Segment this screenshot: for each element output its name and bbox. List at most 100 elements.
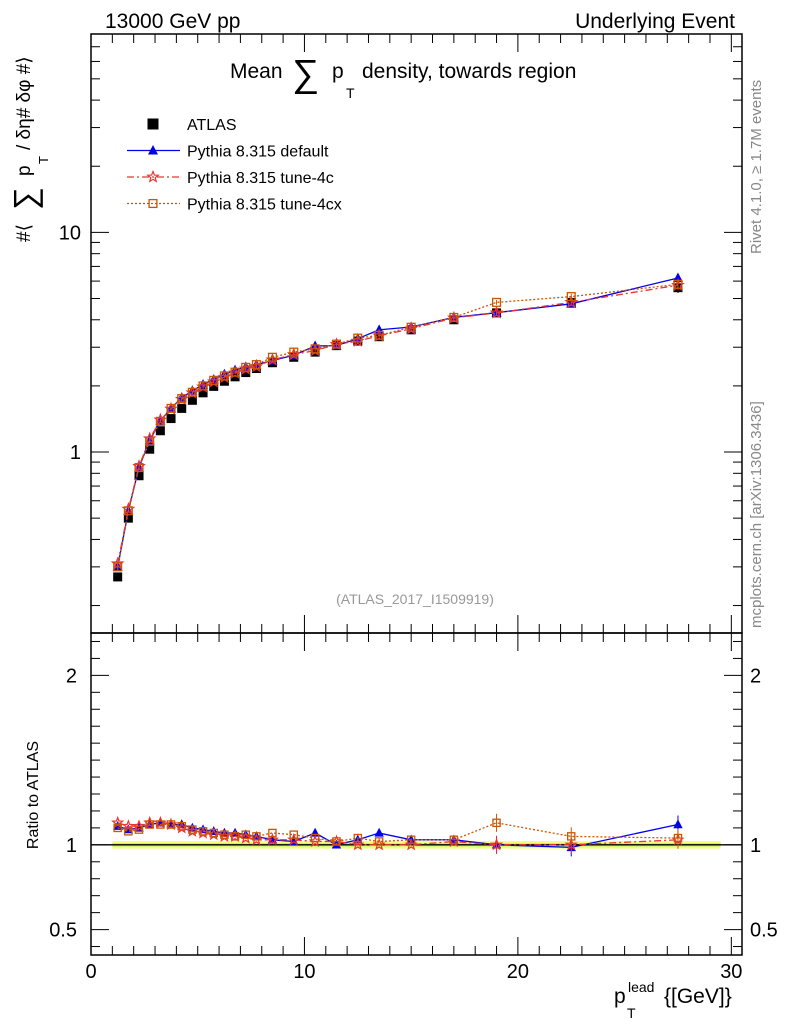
ratio-point <box>353 833 363 843</box>
ratio-point <box>252 832 261 841</box>
main-ytick-label: 1 <box>70 442 81 464</box>
main-point <box>166 403 176 413</box>
ratio-point <box>177 821 186 831</box>
ratio-point <box>230 832 240 841</box>
xlabel-p: p <box>614 985 626 1008</box>
ratio-plot-frame <box>90 632 743 956</box>
plot-title-post: density, towards region <box>362 60 576 83</box>
legend-label: ATLAS <box>187 117 237 134</box>
legend-marker <box>146 169 160 183</box>
ratio-series-open-square <box>113 813 683 848</box>
main-point <box>177 394 187 404</box>
plot-title-p: p <box>332 60 344 83</box>
ratio-ytick-label-left: 2 <box>66 665 77 687</box>
main-series-square <box>113 282 683 582</box>
ylabel-post: / δη# δφ #⟩ <box>14 56 35 150</box>
ratio-point <box>374 837 384 846</box>
legend-label: Pythia 8.315 tune-4c <box>187 170 334 187</box>
main-point <box>123 506 133 516</box>
ratio-point <box>332 837 341 846</box>
main-point <box>241 368 251 378</box>
main-point <box>113 562 123 572</box>
main-point <box>251 360 261 370</box>
main-series-triangle <box>112 272 683 571</box>
main-ylabel: #⟨ ∑ p T / δη# δφ #⟩ <box>7 56 51 242</box>
main-series-line <box>117 283 679 568</box>
main-series-group <box>110 272 685 582</box>
xlabel-sub: T <box>627 1005 636 1021</box>
ratio-ytick-label-left: 1 <box>66 835 77 857</box>
main-point <box>177 403 187 413</box>
main-point <box>209 381 219 391</box>
main-point <box>230 372 240 382</box>
xtick-label: 0 <box>85 961 96 983</box>
ratio-point <box>310 833 320 843</box>
ratio-point <box>188 825 197 834</box>
main-point <box>198 388 208 398</box>
main-series-line <box>117 284 679 564</box>
main-point <box>187 387 197 397</box>
main-plot: 1 10 Mean ∑ p T density, towards region #… <box>7 33 743 634</box>
main-point <box>491 297 502 307</box>
ratio-point <box>166 820 176 829</box>
header-right: Underlying Event <box>575 10 735 33</box>
ratio-ylabel: Ratio to ATLAS <box>25 741 42 849</box>
ratio-point <box>673 819 683 829</box>
ratio-series-group <box>111 813 685 857</box>
xtick-label: 10 <box>293 961 315 983</box>
legend-label: Pythia 8.315 default <box>187 144 329 161</box>
main-series-line <box>117 277 679 568</box>
main-point <box>155 416 165 426</box>
ratio-point <box>492 818 501 828</box>
ratio-point <box>121 819 135 832</box>
plot-title-sub: T <box>346 85 355 101</box>
analysis-watermark: (ATLAS_2017_I1509919) <box>336 591 494 607</box>
main-point <box>123 513 133 523</box>
main-point <box>166 414 176 424</box>
main-point <box>406 322 416 332</box>
ratio-point <box>406 835 416 845</box>
ratio-point <box>673 833 683 843</box>
xlabel-sup: lead <box>628 979 654 995</box>
legend-marker <box>148 198 158 209</box>
main-point <box>353 333 363 343</box>
site-label: mcplots.cern.ch [arXiv:1306.3436] <box>748 401 765 628</box>
main-series-open-square <box>113 279 683 572</box>
ylabel-sum: ∑ <box>7 187 43 210</box>
ratio-point <box>351 837 365 851</box>
ratio-point <box>156 820 165 829</box>
ratio-point <box>220 830 229 839</box>
main-point <box>289 347 299 357</box>
main-point <box>209 375 219 385</box>
main-point <box>187 395 197 405</box>
main-axis-ticks: 1 10 <box>59 33 742 633</box>
main-point <box>489 305 504 319</box>
main-point <box>134 471 144 481</box>
main-point <box>113 572 123 582</box>
ratio-point <box>449 835 459 845</box>
main-point <box>672 272 683 282</box>
ratio-ytick-label-right: 1 <box>750 835 761 857</box>
main-point <box>198 378 209 389</box>
ratio-point <box>265 832 280 846</box>
ratio-point <box>145 820 154 829</box>
ratio-point <box>113 823 122 833</box>
rivet-label: Rivet 4.1.0, ≥ 1.7M events <box>748 80 765 254</box>
main-point <box>187 385 198 395</box>
ratio-axis-ticks: 0.5 0.51 12 20 10 20 30 <box>49 633 778 983</box>
ratio-point <box>198 827 208 836</box>
legend-marker <box>147 118 159 130</box>
ratio-ytick-label-left: 0.5 <box>49 920 77 942</box>
ratio-point <box>374 827 384 837</box>
main-point <box>267 352 277 362</box>
ratio-point <box>564 837 578 851</box>
main-point <box>331 339 342 349</box>
legend: ATLAS Pythia 8.315 default Pythia 8.315 tu… <box>127 117 342 214</box>
legend-marker <box>148 145 158 155</box>
main-point <box>673 279 683 289</box>
main-point <box>208 373 219 384</box>
ylabel-p: p <box>14 165 35 176</box>
main-point <box>145 444 155 454</box>
xlabel: p T lead {[GeV]} <box>614 979 732 1021</box>
